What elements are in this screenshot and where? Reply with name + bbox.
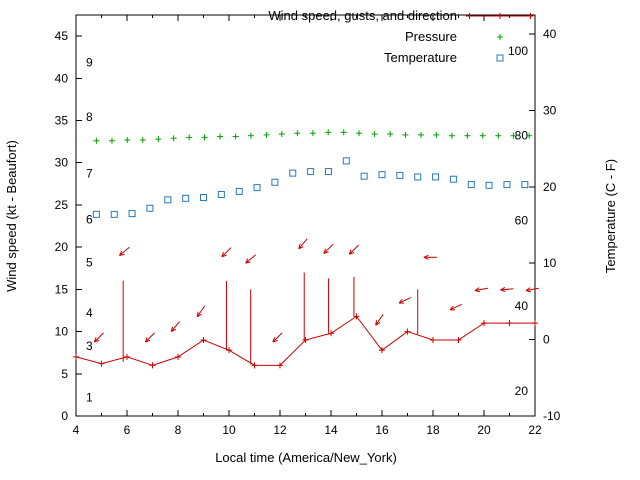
x-axis-title: Local time (America/New_York): [215, 450, 397, 465]
svg-text:5: 5: [86, 255, 93, 269]
x-axis-ticks: 4 6 8 10 12 14 16 18 20 22: [73, 15, 542, 437]
svg-text:80: 80: [515, 129, 529, 143]
svg-text:12: 12: [273, 423, 287, 437]
svg-text:30: 30: [55, 156, 69, 170]
svg-text:3: 3: [86, 339, 93, 353]
legend-label-wind: Wind speed, gusts, and direction: [268, 8, 457, 23]
legend-label-temperature: Temperature: [384, 50, 457, 65]
left-axis-title: Wind speed (kt - Beaufort): [4, 140, 19, 292]
svg-text:15: 15: [55, 282, 69, 296]
svg-text:6: 6: [124, 423, 131, 437]
svg-text:25: 25: [55, 198, 69, 212]
svg-text:0: 0: [61, 409, 68, 423]
svg-text:22: 22: [528, 423, 542, 437]
svg-text:20: 20: [477, 423, 491, 437]
wind-direction-arrows: [93, 238, 539, 343]
plot-render-layer: 4 6 8 10 12 14 16 18 20 22051015202530354045-1001…: [55, 13, 561, 437]
svg-text:45: 45: [55, 29, 69, 43]
wind-series: [73, 313, 538, 369]
plot-border: [75, 14, 536, 417]
svg-text:10: 10: [222, 423, 236, 437]
svg-text:9: 9: [86, 55, 93, 69]
svg-text:14: 14: [324, 423, 338, 437]
svg-text:20: 20: [55, 240, 69, 254]
temperature-series: [92, 157, 529, 218]
svg-text:10: 10: [55, 325, 69, 339]
svg-text:16: 16: [375, 423, 389, 437]
svg-text:0: 0: [543, 333, 550, 347]
svg-text:1: 1: [86, 390, 93, 404]
svg-text:8: 8: [86, 110, 93, 124]
svg-text:20: 20: [515, 384, 529, 398]
svg-text:40: 40: [515, 299, 529, 313]
svg-text:40: 40: [55, 71, 69, 85]
svg-text:18: 18: [426, 423, 440, 437]
svg-text:60: 60: [515, 213, 529, 227]
svg-text:6: 6: [86, 212, 93, 226]
svg-text:35: 35: [55, 114, 69, 128]
wind-gust-bars: [122, 272, 419, 365]
fahrenheit-scale-labels: 20 40 60 80 100: [508, 44, 528, 398]
legend-label-pressure: Pressure: [405, 29, 457, 44]
svg-text:20: 20: [543, 180, 557, 194]
legend-samples: [466, 13, 534, 62]
svg-text:7: 7: [86, 167, 93, 181]
svg-text:5: 5: [61, 367, 68, 381]
svg-text:10: 10: [543, 256, 557, 270]
beaufort-scale-labels: 1 3 4 5 6 7 8 9: [86, 55, 93, 404]
right-axis-ticks: -10 0 10 20 30 40: [529, 27, 561, 423]
legend: Wind speed, gusts, and direction Pressur…: [268, 8, 457, 65]
svg-text:4: 4: [73, 423, 80, 437]
pressure-series: [93, 129, 533, 144]
svg-text:40: 40: [543, 27, 557, 41]
svg-text:8: 8: [175, 423, 182, 437]
svg-text:30: 30: [543, 103, 557, 117]
svg-text:4: 4: [86, 306, 93, 320]
svg-text:-10: -10: [543, 409, 561, 423]
right-axis-title: Temperature (C - F): [603, 159, 618, 273]
svg-text:100: 100: [508, 44, 528, 58]
left-axis-ticks: 0 5 10 15 20 25 30 35 40 45: [55, 29, 82, 423]
